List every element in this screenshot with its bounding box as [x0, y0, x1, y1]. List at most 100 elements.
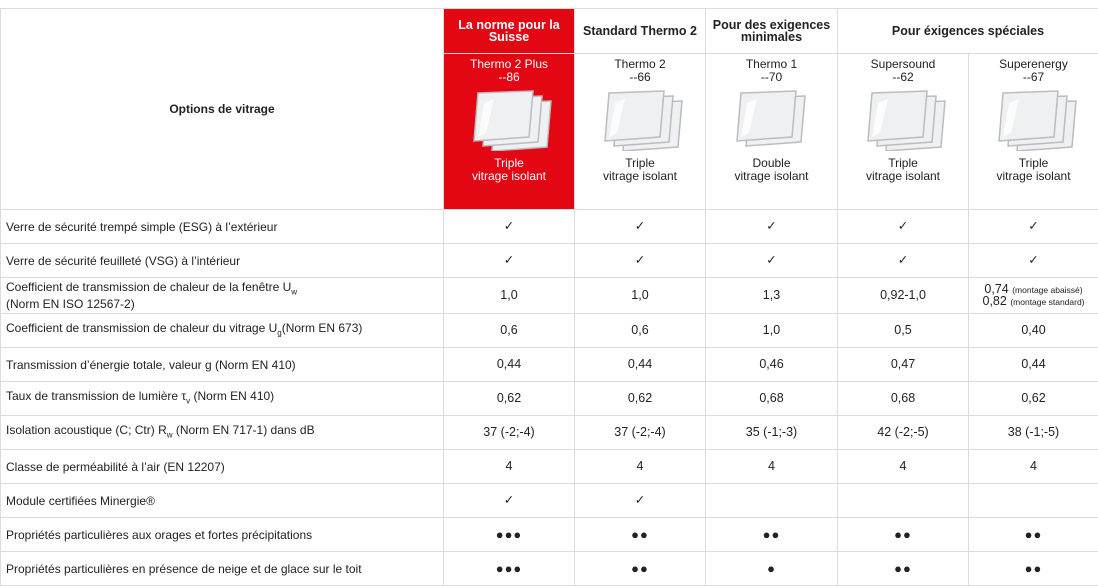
table-row: Verre de sécurité trempé simple (ESG) à … — [1, 210, 1098, 244]
group-label: Pour éxigences spéciales — [838, 9, 1098, 54]
value-cell: 0,74 (montage abaissé)0,82 (montage stan… — [969, 278, 1098, 314]
page: Options de vitrage La norme pour la Suis… — [0, 0, 1098, 579]
table-row: Coefficient de transmission de chaleur d… — [1, 278, 1098, 314]
value-cell: 37 (-2;-4) — [444, 416, 575, 450]
value-cell: 1,0 — [444, 278, 575, 314]
label-text: Coefficient de transmission de chaleur d… — [6, 280, 291, 294]
row-label: Module certifiées Minergie® — [1, 484, 444, 518]
value-cell: ●● — [838, 518, 969, 552]
value-cell: 0,44 — [444, 348, 575, 382]
value-cell: ✓ — [838, 244, 969, 278]
glazing-image — [464, 89, 554, 151]
value-cell: ✓ — [706, 244, 838, 278]
table-row: Transmission d’énergie totale, valeur g … — [1, 348, 1098, 382]
group-label: Pour des exigences minimales — [706, 9, 838, 54]
value-cell: ● — [706, 552, 838, 586]
value-cell: ✓ — [444, 484, 575, 518]
value-cell: ✓ — [444, 210, 575, 244]
value-cell: ●● — [575, 518, 706, 552]
product-code: --67 — [974, 71, 1093, 84]
row-label: Taux de transmission de lumière τv (Norm… — [1, 382, 444, 416]
product-desc: vitrage isolant — [974, 170, 1093, 183]
value-cell: ✓ — [575, 210, 706, 244]
value-cell: 37 (-2;-4) — [575, 416, 706, 450]
value-cell: 42 (-2;-5) — [838, 416, 969, 450]
value-cell: 0,68 — [838, 382, 969, 416]
value-cell: ✓ — [575, 244, 706, 278]
value-note: (montage standard) — [1010, 297, 1084, 307]
row-label: Verre de sécurité feuilleté (VSG) à l’in… — [1, 244, 444, 278]
label-note: (Norm EN ISO 12567-2) — [6, 297, 135, 311]
row-label: Classe de perméabilité à l’air (EN 12207… — [1, 450, 444, 484]
value-cell: 0,44 — [575, 348, 706, 382]
value-cell: 0,5 — [838, 314, 969, 348]
value-cell: 38 (-1;-5) — [969, 416, 1098, 450]
value-cell: ✓ — [969, 210, 1098, 244]
value-cell: 1,3 — [706, 278, 838, 314]
table-row: Propriétés particulières en présence de … — [1, 552, 1098, 586]
product-desc: vitrage isolant — [449, 170, 569, 183]
value-cell: 0,92-1,0 — [838, 278, 969, 314]
row-label: Transmission d’énergie totale, valeur g … — [1, 348, 444, 382]
value-cell: 0,46 — [706, 348, 838, 382]
value-line: 0,82 (montage standard) — [969, 296, 1098, 308]
label-text: Isolation acoustique (C; Ctr) R — [6, 423, 167, 437]
value-cell: 0,6 — [444, 314, 575, 348]
value-cell: 4 — [969, 450, 1098, 484]
table-row: Module certifiées Minergie®✓✓ — [1, 484, 1098, 518]
value-cell: ●● — [706, 518, 838, 552]
value-cell — [706, 484, 838, 518]
table-row: Coefficient de transmission de chaleur d… — [1, 314, 1098, 348]
glazing-image — [858, 89, 948, 151]
value-cell: 4 — [444, 450, 575, 484]
glazing-image — [989, 89, 1079, 151]
value-cell: ●● — [838, 552, 969, 586]
label-after: (Norm EN 673) — [282, 321, 363, 335]
value-text: 0,82 — [983, 294, 1007, 308]
value-cell: 0,68 — [706, 382, 838, 416]
value-cell: ●● — [969, 552, 1098, 586]
value-cell: 4 — [838, 450, 969, 484]
product-desc: vitrage isolant — [843, 170, 963, 183]
group-row: Options de vitrage La norme pour la Suis… — [1, 9, 1098, 54]
value-cell: 0,47 — [838, 348, 969, 382]
group-label: La norme pour la Suisse — [444, 9, 575, 54]
value-cell: 1,0 — [575, 278, 706, 314]
table-row: Taux de transmission de lumière τv (Norm… — [1, 382, 1098, 416]
table-row: Propriétés particulières aux orages et f… — [1, 518, 1098, 552]
value-cell: ✓ — [838, 210, 969, 244]
label-text: Taux de transmission de lumière τ — [6, 389, 186, 403]
value-cell: 4 — [575, 450, 706, 484]
value-cell: ●● — [575, 552, 706, 586]
product-code: --86 — [449, 71, 569, 84]
glazing-image — [595, 89, 685, 151]
value-cell: ●●● — [444, 518, 575, 552]
row-label: Propriétés particulières en présence de … — [1, 552, 444, 586]
value-cell: 0,6 — [575, 314, 706, 348]
value-cell: ✓ — [444, 244, 575, 278]
value-cell: 0,62 — [444, 382, 575, 416]
value-cell: ●● — [969, 518, 1098, 552]
value-cell: 0,62 — [575, 382, 706, 416]
value-cell: 4 — [706, 450, 838, 484]
header-title: Options de vitrage — [1, 9, 444, 210]
value-note: (montage abaissé) — [1012, 285, 1082, 295]
row-label: Verre de sécurité trempé simple (ESG) à … — [1, 210, 444, 244]
glazing-table: Options de vitrage La norme pour la Suis… — [0, 8, 1098, 586]
value-cell: 35 (-1;-3) — [706, 416, 838, 450]
value-cell: ✓ — [969, 244, 1098, 278]
label-sub: w — [291, 287, 297, 296]
row-label: Coefficient de transmission de chaleur d… — [1, 278, 444, 314]
product-code: --70 — [711, 71, 832, 84]
table-body: Verre de sécurité trempé simple (ESG) à … — [1, 210, 1098, 586]
table-row: Classe de perméabilité à l’air (EN 12207… — [1, 450, 1098, 484]
table-row: Isolation acoustique (C; Ctr) Rw (Norm E… — [1, 416, 1098, 450]
glazing-image — [727, 89, 817, 151]
label-after: (Norm EN 717-1) dans dB — [173, 423, 315, 437]
value-cell: 0,40 — [969, 314, 1098, 348]
product-desc: vitrage isolant — [711, 170, 832, 183]
